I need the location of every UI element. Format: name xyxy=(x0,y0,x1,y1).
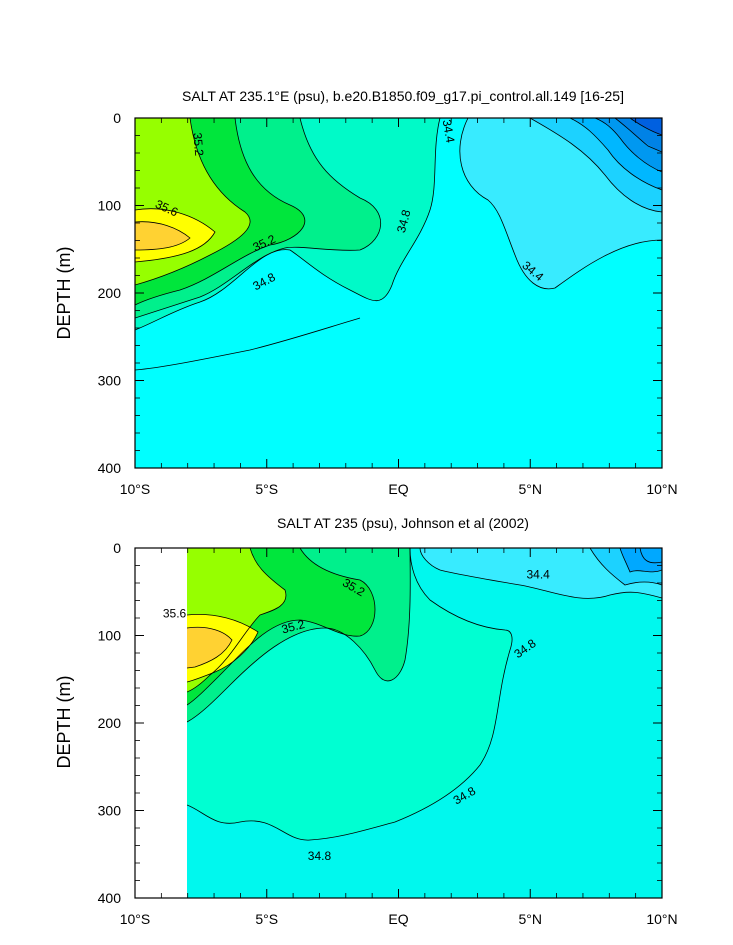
panel-observed-title: SALT AT 235 (psu), Johnson et al (2002) xyxy=(277,515,529,531)
contour-label: 35.6 xyxy=(163,607,187,621)
contour-label-group: 34.4 xyxy=(526,567,550,581)
y-tick-label: 100 xyxy=(98,198,122,214)
panel-model: SALT AT 235.1°E (psu), b.e20.B1850.f09_g… xyxy=(54,88,678,497)
panel-model-tick-labels: 10°S 5°S EQ 5°N 10°N 0 100 200 300 400 xyxy=(98,110,678,497)
y-tick-label: 0 xyxy=(113,540,121,556)
y-tick-label: 0 xyxy=(113,110,121,126)
x-tick-label: 5°N xyxy=(519,911,543,927)
panel-observed: SALT AT 235 (psu), Johnson et al (2002) xyxy=(54,515,678,927)
fill-35.8-band xyxy=(135,221,190,250)
contour-label-group: 34.8 xyxy=(308,849,332,863)
contour-label: 34.8 xyxy=(394,208,414,234)
x-tick-label: EQ xyxy=(388,481,408,497)
fill-34.0-band xyxy=(620,548,662,572)
contour-label: 34.4 xyxy=(526,567,550,581)
contour-label-group: 35.2 xyxy=(190,132,206,157)
x-tick-label: 10°N xyxy=(646,481,677,497)
fill-35.8-band xyxy=(187,627,232,668)
x-tick-label: 10°N xyxy=(646,911,677,927)
y-tick-label: 300 xyxy=(98,803,122,819)
contour-label-group: 35.6 xyxy=(163,607,187,621)
contour-label: 34.4 xyxy=(440,118,458,144)
contour-label-group: 35.2 xyxy=(280,617,306,637)
y-tick-label: 400 xyxy=(98,890,122,906)
x-tick-label: 10°S xyxy=(120,911,151,927)
contour-label: 34.8 xyxy=(308,849,332,863)
y-tick-label: 400 xyxy=(98,460,122,476)
panel-model-contour-fill xyxy=(135,118,662,468)
panel-observed-ylabel: DEPTH (m) xyxy=(54,676,74,769)
y-tick-label: 200 xyxy=(98,715,122,731)
contour-label-group: 34.8 xyxy=(394,208,414,234)
x-tick-label: 5°N xyxy=(519,481,543,497)
contour-label-group: 34.4 xyxy=(440,118,458,144)
y-tick-label: 300 xyxy=(98,373,122,389)
contour-label: 35.2 xyxy=(280,617,306,637)
x-tick-label: EQ xyxy=(388,911,408,927)
y-tick-label: 200 xyxy=(98,285,122,301)
x-tick-label: 10°S xyxy=(120,481,151,497)
fill-34.6-band xyxy=(187,548,662,898)
panel-model-title: SALT AT 235.1°E (psu), b.e20.B1850.f09_g… xyxy=(182,88,624,104)
x-tick-label: 5°S xyxy=(255,911,278,927)
y-tick-label: 100 xyxy=(98,628,122,644)
panel-observed-tick-labels: 10°S 5°S EQ 5°N 10°N 0 100 200 300 400 xyxy=(98,540,678,927)
contour-label: 35.2 xyxy=(190,132,206,157)
panel-model-ylabel: DEPTH (m) xyxy=(54,247,74,340)
panel-observed-contour-lines xyxy=(187,548,662,841)
x-tick-label: 5°S xyxy=(255,481,278,497)
panel-observed-contour-fill xyxy=(187,548,662,898)
panel-observed-ticks xyxy=(134,547,663,899)
panel-model-contour-lines xyxy=(135,118,662,371)
panel-model-ticks xyxy=(134,117,663,469)
fill-33.4-band xyxy=(630,118,662,135)
